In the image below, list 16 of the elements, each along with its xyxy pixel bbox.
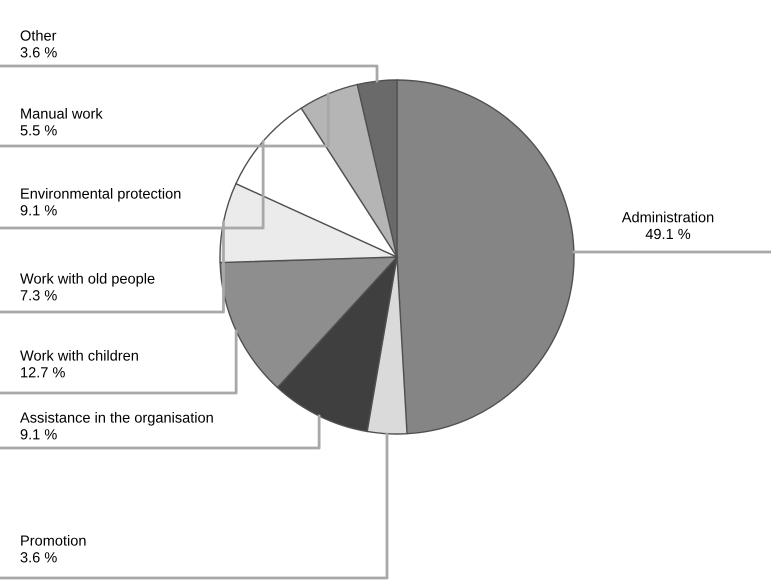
data-label: 3.6 % — [20, 552, 57, 562]
data-label: 3.6 % — [20, 47, 57, 58]
data-label: 12.7 % — [21, 367, 65, 378]
slice-label: Assistance in the organisation — [20, 412, 213, 426]
data-label: 5.5 % — [20, 125, 57, 136]
data-label: 49.1 % — [646, 228, 690, 240]
slice-label: Manual work — [21, 108, 103, 119]
data-label: 7.3 % — [20, 290, 57, 300]
slice-label: Promotion — [21, 535, 86, 546]
data-label: 9.1 % — [20, 205, 57, 216]
slice-label: Work with old people — [20, 273, 154, 287]
slice-label: Administration — [622, 212, 714, 222]
slice-label: Other — [20, 30, 56, 41]
data-label: 9.1 % — [20, 429, 57, 440]
slice-label: Work with children — [20, 350, 138, 361]
slice-label: Environmental protection — [21, 188, 180, 202]
